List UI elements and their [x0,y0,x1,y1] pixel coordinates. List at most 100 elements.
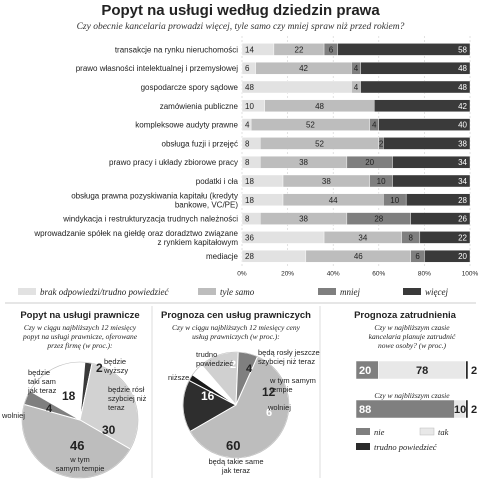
data-label: 42 [299,64,308,73]
data-label: 20 [359,365,371,377]
bar-segment [337,43,471,56]
data-label: 10 [454,404,466,416]
bar-segment [383,137,471,150]
legend-swatch [318,288,336,295]
pie-label: taki sam [28,377,56,386]
data-label: 4 [354,64,359,73]
category-label: zamówienia publiczne [160,102,239,111]
data-label: 88 [359,404,371,416]
legend-swatch [356,428,370,435]
data-label: 58 [458,45,467,54]
legend-label: mniej [340,287,360,297]
pie-question: usług prawniczych (w proc.): [192,332,280,341]
data-label: 4 [354,83,359,92]
tick-label: 20% [281,271,294,278]
data-label: 2 [471,404,477,416]
data-label: 22 [295,45,304,54]
page-subtitle: Czy obecnie kancelaria prowadzi więcej, … [76,22,405,32]
legend-label: trudno powiedzieć [374,442,438,452]
data-label: 8 [245,158,250,167]
pie-value: 4 [46,403,53,415]
tick-label: 80% [418,271,431,278]
bar-segment [378,118,471,131]
data-label: 8 [245,215,250,224]
category-label: kompleksowe audyty prawne [135,121,238,130]
tick-label: 100% [462,271,479,278]
pie-label: w tym samym [269,376,316,385]
pie-value: 6 [266,407,272,419]
bar-segment [392,155,471,169]
question-text: Czy w najbliższym czasie [374,391,450,400]
pie-label: trudno [196,350,217,359]
panel-title: Prognoza zatrudnienia [354,310,457,321]
data-label: 48 [245,83,254,92]
data-label: 6 [415,252,420,261]
question-text: nowe osoby? (w proc.) [378,341,447,350]
pie-label: będą takie same [208,457,263,466]
category-label: gospodarcze spory sądowe [141,83,239,92]
category-label: bankowe, VC/PE) [175,200,238,209]
pie-label: będzie [28,368,50,377]
data-label: 38 [299,215,308,224]
pie-label: teraz [108,403,125,412]
data-label: 14 [245,45,254,54]
bar-segment [241,231,325,244]
pie-value: 30 [102,423,116,437]
data-label: 28 [374,215,383,224]
data-label: 18 [245,196,254,205]
data-label: 28 [458,196,467,205]
pie-question: Czy w ciągu najbliższych 12 miesięcy [24,323,137,332]
bar-segment [241,80,352,94]
data-label: 38 [299,158,308,167]
pie-value: 2 [230,359,236,371]
data-label: 38 [322,177,331,186]
data-label: 10 [390,196,399,205]
data-label: 78 [416,365,428,377]
data-label: 4 [245,121,250,130]
legend-swatch [18,288,36,295]
data-label: 48 [458,64,467,73]
legend-label: brak odpowiedzi/trudno powiedzieć [40,287,169,297]
pie-label: szybciej niż teraz [258,357,315,366]
data-label: 28 [245,252,254,261]
pie-question: popyt na usługi prawnicze, oferowane [22,332,138,341]
bar-segment [419,231,471,244]
pie-value: 18 [62,389,76,403]
data-label: 2 [471,365,477,377]
pie-value: 46 [70,438,84,453]
data-label: 46 [354,252,363,261]
pie-label: jak teraz [27,386,57,395]
pie-value: 60 [226,438,240,453]
data-label: 48 [458,83,467,92]
pie-label: tempie [270,385,293,394]
data-label: 40 [458,121,467,130]
data-label: 52 [306,121,315,130]
tick-label: 40% [327,271,340,278]
data-label: 52 [315,139,324,148]
data-label: 6 [329,45,334,54]
data-label: 38 [458,139,467,148]
data-label: 34 [458,158,467,167]
category-label: z rynkiem kapitałowym [158,238,239,247]
legend-swatch [356,443,370,450]
data-label: 2 [379,139,384,148]
bar-segment [360,62,471,75]
category-label: prawo pracy i układy zbiorowe pracy [109,158,238,167]
legend-label: tak [438,427,449,437]
question-text: kancelaria planuje zatrudnić [369,332,456,341]
category-label: mediacje [206,252,239,261]
pie-label: samym tempie [56,464,105,473]
data-label: 10 [245,102,254,111]
legend-swatch [403,288,421,295]
data-label: 6 [245,64,250,73]
pie-value: 16 [201,389,215,403]
data-label: 20 [458,252,467,261]
data-label: 44 [329,196,338,205]
category-label: obsługa prawna pozyskiwania kapitału (kr… [71,191,238,200]
bar-segment [465,399,469,419]
data-label: 22 [458,233,467,242]
pie-label: będzie rósł [108,385,145,394]
legend-label: nie [374,427,385,437]
pie-label: powiedzieć [196,359,233,368]
